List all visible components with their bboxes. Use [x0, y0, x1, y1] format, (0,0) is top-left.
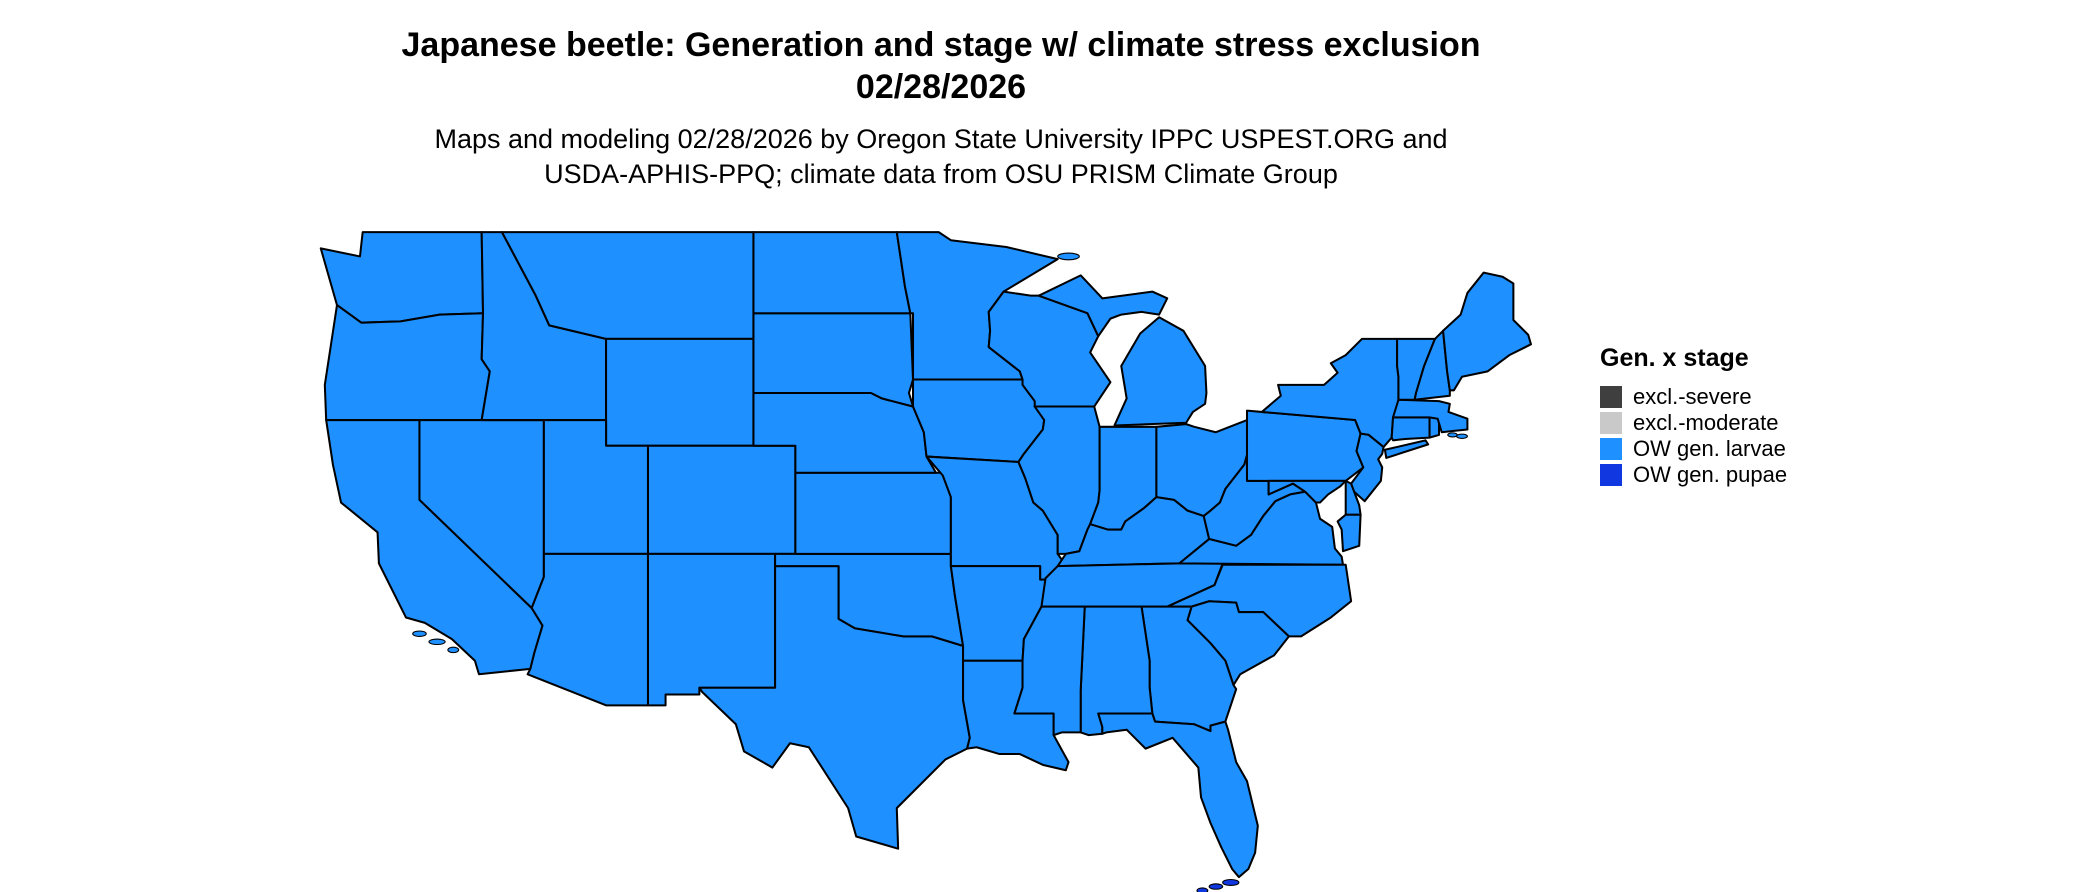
legend-swatch-excl-severe: [1600, 385, 1622, 408]
island-florida-keys-1: [1222, 878, 1240, 887]
state-nd: [752, 231, 912, 315]
map-title-date: 02/28/2026: [855, 68, 1027, 106]
state-wy: [605, 337, 755, 447]
island-channel-island-2: [428, 638, 446, 646]
island-florida-keys-3: [1196, 887, 1209, 892]
legend-title: Gen. x stage: [1600, 344, 1749, 372]
state-or: [323, 304, 491, 422]
map-subtitle: Maps and modeling 02/28/2026 by Oregon S…: [0, 122, 1882, 192]
state-ms: [1013, 605, 1086, 737]
state-nm: [646, 552, 777, 707]
us-map: [319, 231, 1532, 892]
legend-item-excl-moderate: excl.-moderate: [1600, 409, 1900, 435]
legend-label-excl-severe: excl.-severe: [1633, 383, 1752, 409]
state-ct: [1390, 416, 1431, 442]
state-long-island: [1383, 439, 1430, 459]
state-md: [1267, 479, 1347, 504]
legend-swatch-ow-larvae: [1600, 437, 1622, 460]
state-wa: [319, 231, 485, 324]
legend-swatch-excl-moderate: [1600, 411, 1622, 434]
legend-label-ow-pupae: OW gen. pupae: [1633, 461, 1788, 487]
island-isle-royale: [1057, 252, 1080, 261]
state-mi-up: [1037, 274, 1169, 338]
state-ma: [1392, 398, 1469, 434]
state-fl: [1097, 712, 1259, 879]
island-florida-keys-2: [1208, 883, 1224, 890]
state-pa: [1245, 409, 1365, 482]
state-sd: [752, 312, 915, 408]
island-channel-island-1: [412, 630, 427, 637]
us-map-container: [314, 218, 1558, 892]
map-title: Japanese beetle: Generation and stage w/…: [0, 24, 1882, 108]
state-ia: [911, 378, 1046, 463]
legend-item-ow-larvae: OW gen. larvae: [1600, 435, 1900, 461]
legend-label-ow-larvae: OW gen. larvae: [1633, 435, 1786, 461]
state-delmarva: [1336, 513, 1362, 553]
state-me: [1442, 271, 1532, 392]
state-ks: [794, 471, 952, 555]
island-channel-island-3: [447, 646, 460, 654]
state-nj: [1350, 432, 1385, 503]
map-title-line1: Japanese beetle: Generation and stage w/…: [401, 26, 1481, 64]
map-subtitle-line2: USDA-APHIS-PPQ; climate data from OSU PR…: [544, 159, 1338, 189]
legend-item-ow-pupae: OW gen. pupae: [1600, 461, 1900, 487]
map-subtitle-line1: Maps and modeling 02/28/2026 by Oregon S…: [434, 124, 1448, 154]
legend-label-excl-moderate: excl.-moderate: [1633, 409, 1779, 435]
state-az: [526, 552, 650, 707]
state-de: [1344, 479, 1362, 516]
island-marthas-vineyard: [1447, 432, 1458, 438]
island-nantucket: [1456, 433, 1468, 439]
legend-swatch-ow-pupae: [1600, 463, 1622, 486]
state-mi: [1113, 316, 1208, 427]
legend: Gen. x stage excl.-severe excl.-moderate…: [1600, 344, 1900, 489]
legend-item-excl-severe: excl.-severe: [1600, 383, 1900, 409]
state-co: [646, 444, 797, 555]
